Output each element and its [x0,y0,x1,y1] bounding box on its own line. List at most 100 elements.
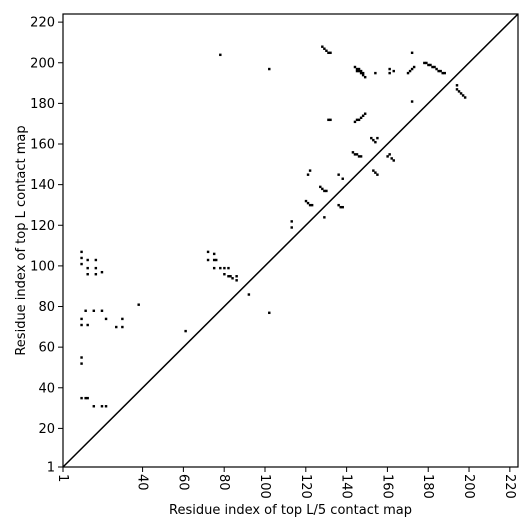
x-tick-label: 80 [216,474,231,491]
x-tick-label: 140 [339,474,354,499]
contact-cell-upper [439,69,442,73]
y-tick-label: 180 [30,97,55,112]
contact-cell-lower [137,303,140,306]
contact-cell-upper [339,205,342,209]
contact-cell-upper [357,155,361,158]
contact-cell-lower [84,309,87,312]
y-tick-label: 160 [30,138,55,153]
contact-cell-upper [329,51,332,55]
contact-cell-lower [80,396,83,400]
contact-cell-upper [431,65,434,69]
contact-cell-lower [80,323,83,327]
contact-cell-upper [327,51,330,55]
contact-cell-lower [184,329,187,333]
contact-cell-lower [223,266,226,270]
contact-cell-upper [308,203,312,207]
contact-cell-upper [408,69,412,73]
contact-cell-upper [323,47,326,50]
y-tick-label: 80 [38,300,55,315]
y-tick-label: 60 [38,341,55,356]
contact-cell-upper [392,159,395,162]
contact-cell-upper [323,189,326,193]
contact-cell-lower [235,279,238,282]
contact-cell-upper [359,155,363,158]
contact-cell-upper [372,169,375,172]
contact-cell-lower [100,405,104,408]
contact-cell-lower [227,275,230,278]
contact-cell-lower [121,325,124,329]
contact-cell-upper [433,65,436,69]
contact-cell-lower [86,258,89,262]
x-tick-label: 40 [135,474,150,491]
contact-cell-lower [268,311,271,315]
contact-cell-lower [92,309,96,312]
contact-cell-upper [455,88,459,91]
contact-cell-upper [374,171,377,174]
contact-cell-upper [374,71,377,75]
contact-cell-lower [100,309,104,312]
contact-cell-lower [212,266,216,270]
contact-cell-lower [100,270,104,274]
contact-cell-upper [327,118,330,122]
y-tick-label: 220 [30,16,55,31]
contact-cell-lower [80,262,83,266]
contact-cell-upper [361,71,365,75]
contact-cell-lower [84,396,87,400]
contact-cell-upper [341,177,344,180]
contact-cell-upper [353,65,357,69]
contact-cell-upper [390,157,393,160]
contact-cell-upper [321,187,324,191]
contact-cell-lower [86,266,89,270]
contact-cell-lower [121,317,124,321]
contact-cell-upper [372,138,375,142]
contact-cell-upper [306,173,310,176]
contact-cell-upper [351,151,355,154]
contact-cell-upper [455,84,459,87]
contact-cell-lower [86,323,89,327]
contact-cell-upper [406,71,410,75]
contact-cell-upper [443,71,446,75]
contact-cell-lower [94,266,98,270]
contact-cell-upper [359,71,363,75]
contact-cell-lower [94,273,98,276]
x-tick-label: 60 [175,474,190,491]
y-tick-label: 40 [38,381,55,396]
contact-cell-lower [212,252,216,256]
contact-cell-lower [80,250,83,254]
contact-cell-upper [457,90,461,93]
contact-cell-upper [337,203,340,207]
contact-cell-upper [392,69,395,73]
contact-cell-lower [215,258,218,262]
x-tick-label: 120 [298,474,313,499]
contact-cell-upper [357,69,361,73]
contact-cell-upper [329,118,332,122]
y-axis-label: Residue index of top L contact map [14,125,29,355]
contact-cell-upper [410,67,414,71]
contact-cell-upper [427,63,430,67]
contact-cell-upper [423,61,426,65]
x-tick-label: 220 [502,474,517,499]
contact-cell-upper [374,140,377,144]
contact-cell-upper [459,92,463,95]
contact-cell-upper [363,75,367,79]
y-tick-label: 20 [38,422,55,437]
contact-cell-upper [388,67,391,71]
contact-cell-upper [376,173,379,176]
contact-cell-upper [290,226,293,229]
x-tick-label: 180 [420,474,435,499]
contact-cell-lower [206,258,210,262]
y-tick-label: 100 [30,259,55,274]
contact-cell-lower [212,258,216,262]
x-tick-label: 200 [461,474,476,499]
contact-cell-upper [219,53,222,57]
contact-cell-upper [359,116,363,120]
contact-cell-upper [355,153,359,156]
contact-cell-lower [104,317,108,321]
contact-cell-upper [429,63,432,67]
contact-cell-upper [435,67,438,71]
contact-cell-lower [104,405,108,408]
contact-cell-upper [357,118,361,122]
contact-cell-upper [386,155,389,158]
